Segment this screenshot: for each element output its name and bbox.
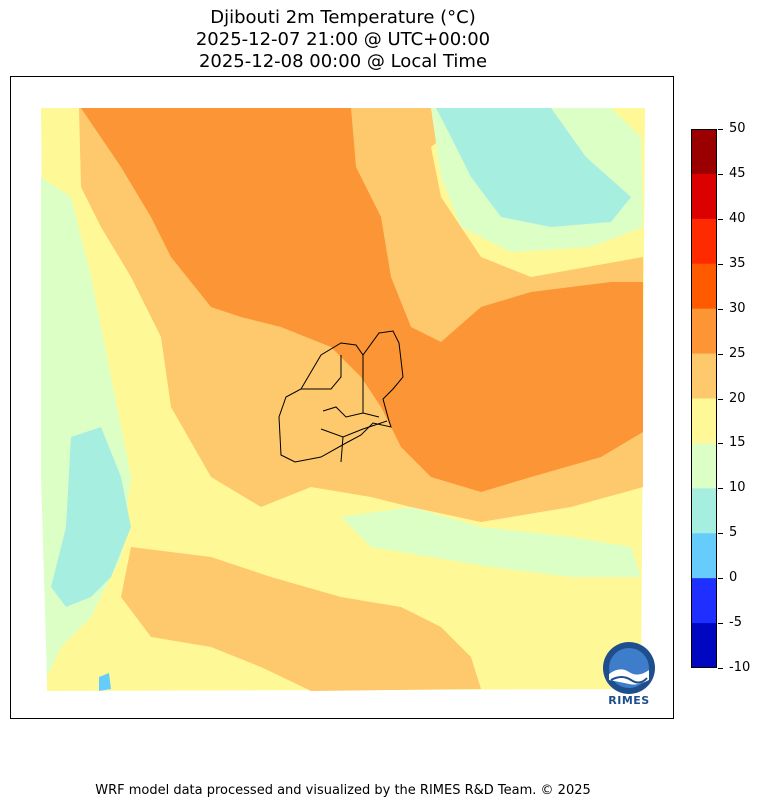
colorbar-segment — [691, 578, 717, 624]
colorbar-tick — [718, 399, 723, 400]
temperature-map — [41, 108, 645, 691]
rimes-logo-icon — [603, 642, 655, 694]
rimes-logo: RIMES — [598, 640, 660, 708]
colorbar-segment — [691, 623, 717, 668]
colorbar-tick — [718, 354, 723, 355]
colorbar-tick-label: -10 — [729, 660, 751, 675]
temp-zone-5-10 — [436, 108, 631, 227]
temp-zone-10-15 — [341, 507, 641, 577]
colorbar-tick — [718, 129, 723, 130]
colorbar-tick-label: 0 — [729, 570, 738, 585]
colorbar-segment — [691, 173, 717, 220]
temp-zone-20-25 — [121, 547, 481, 691]
title-line-2: 2025-12-07 21:00 @ UTC+00:00 — [195, 29, 491, 50]
colorbar-tick-label: 45 — [729, 166, 746, 181]
colorbar-segment — [691, 129, 717, 175]
colorbar-tick — [718, 443, 723, 444]
colorbar — [691, 129, 717, 668]
title-line-1: Djibouti 2m Temperature (°C) — [210, 7, 476, 28]
colorbar-tick-label: 25 — [729, 346, 746, 361]
colorbar-segment — [691, 308, 717, 355]
temp-zone-0-5 — [99, 673, 111, 691]
colorbar-tick-label: -5 — [729, 615, 742, 630]
colorbar-segment — [691, 398, 717, 444]
colorbar-tick-label: 50 — [729, 121, 746, 136]
colorbar-tick — [718, 219, 723, 220]
colorbar-scale — [691, 129, 717, 668]
colorbar-segment — [691, 263, 717, 310]
temp-zone-5-10 — [51, 427, 131, 607]
colorbar-tick — [718, 309, 723, 310]
colorbar-segment — [691, 488, 717, 534]
colorbar-segment — [691, 443, 717, 489]
colorbar-tick — [718, 533, 723, 534]
colorbar-tick — [718, 174, 723, 175]
colorbar-tick-label: 20 — [729, 391, 746, 406]
title-line-3: 2025-12-08 00:00 @ Local Time — [198, 51, 488, 72]
country-border — [278, 330, 404, 463]
colorbar-segment — [691, 218, 717, 265]
colorbar-tick-label: 10 — [729, 480, 746, 495]
logo-text: RIMES — [608, 694, 650, 707]
footer-credit: WRF model data processed and visualized … — [95, 783, 591, 798]
colorbar-tick — [718, 578, 723, 579]
colorbar-segment — [691, 353, 717, 399]
colorbar-tick-label: 40 — [729, 211, 746, 226]
colorbar-segment — [691, 533, 717, 579]
colorbar-tick — [718, 264, 723, 265]
colorbar-tick-label: 5 — [729, 525, 738, 540]
temp-zone-25-30 — [171, 177, 261, 267]
map-frame — [10, 76, 674, 719]
colorbar-tick — [718, 668, 723, 669]
colorbar-tick-label: 15 — [729, 435, 746, 450]
colorbar-border — [691, 129, 717, 668]
colorbar-tick — [718, 488, 723, 489]
colorbar-tick-label: 35 — [729, 256, 746, 271]
colorbar-tick — [718, 623, 723, 624]
colorbar-tick-label: 30 — [729, 301, 746, 316]
map-title: Djibouti 2m Temperature (°C) 2025-12-07 … — [0, 7, 686, 73]
